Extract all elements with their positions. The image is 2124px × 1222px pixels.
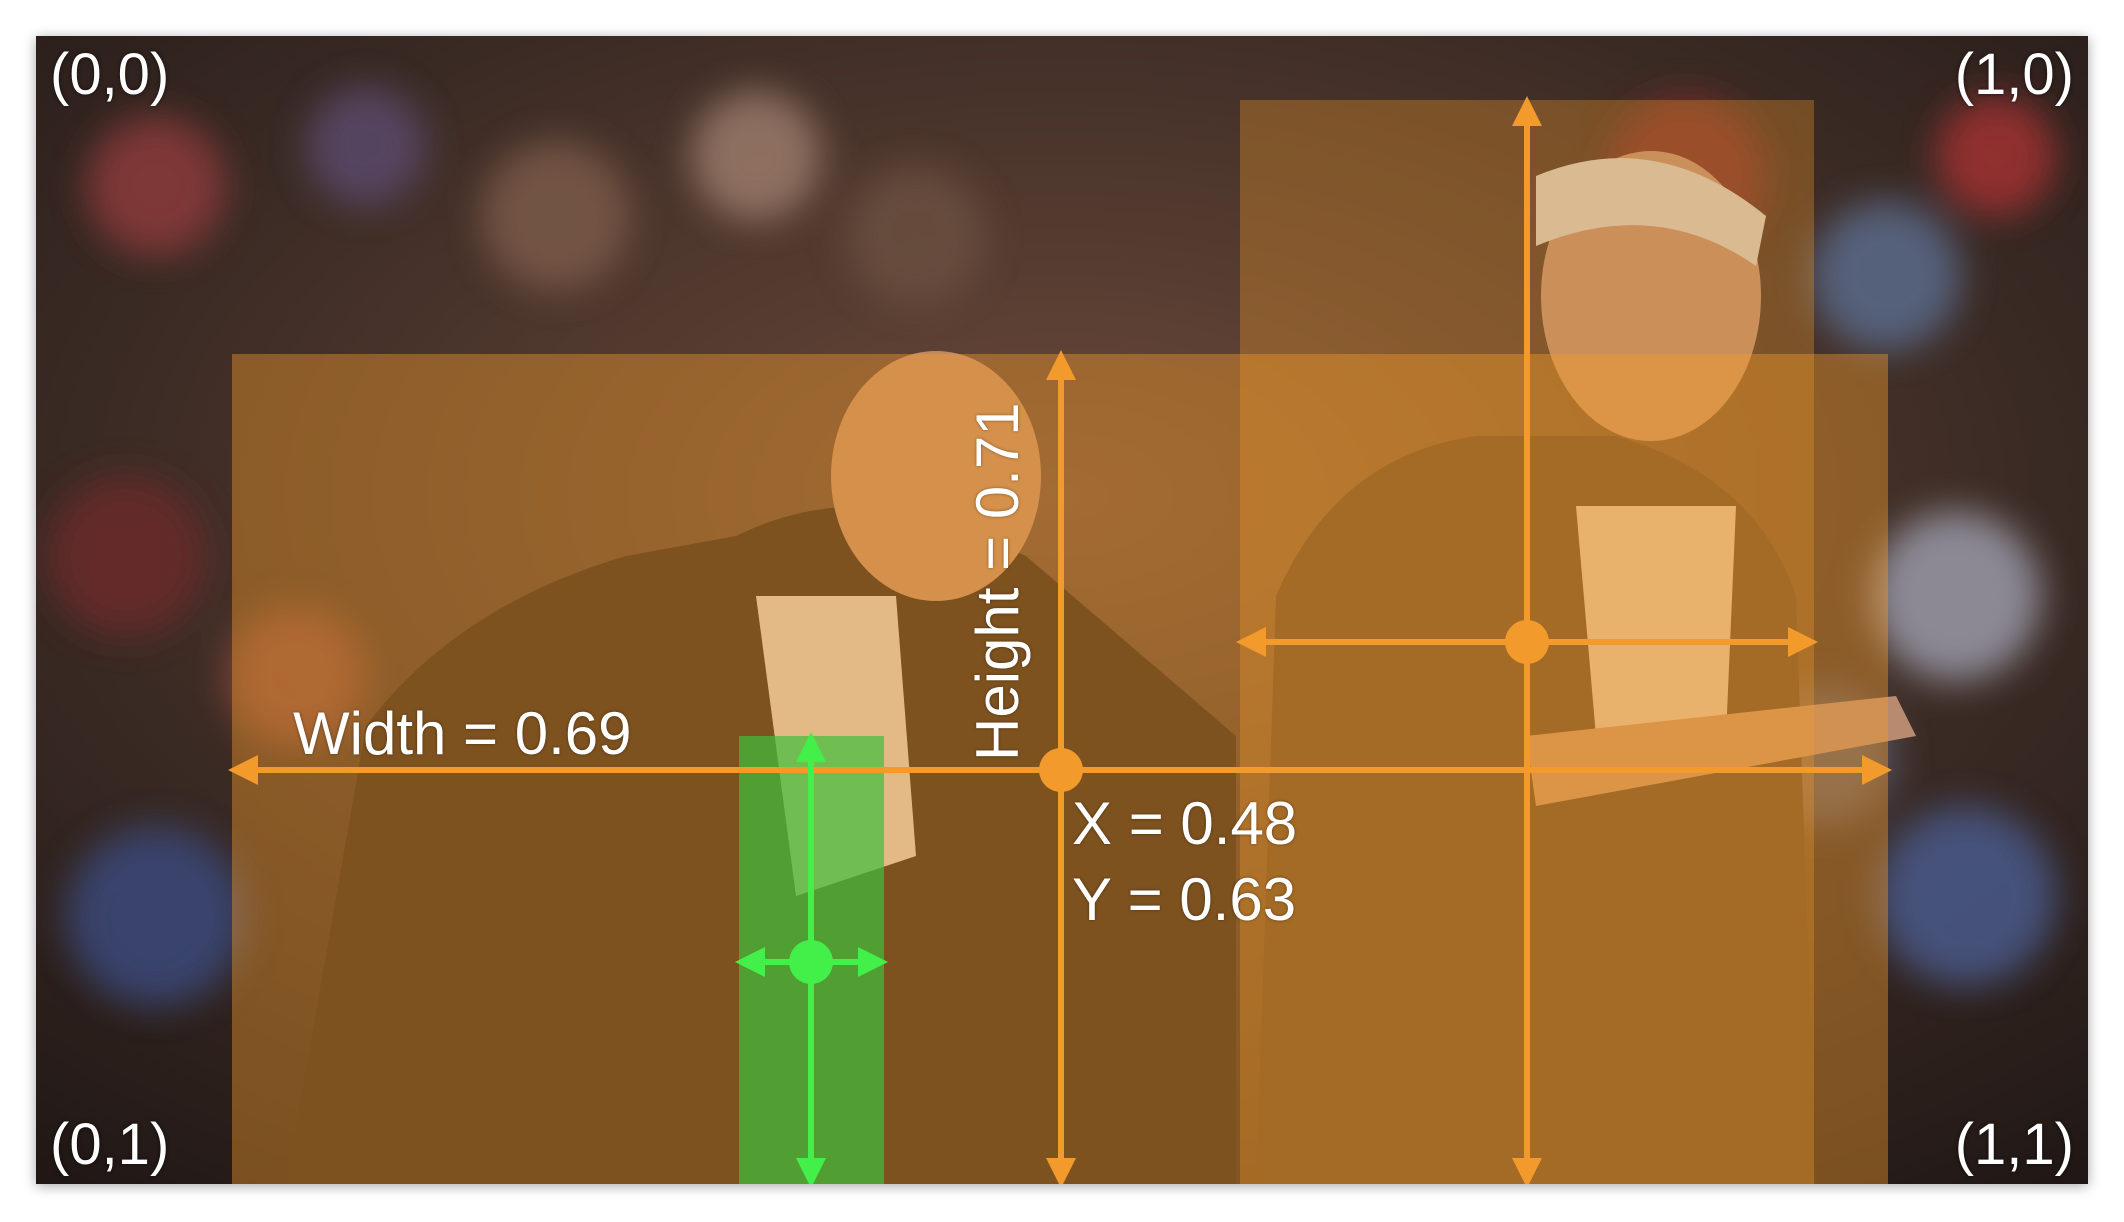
corner-label-bottom-right: (1,1): [1954, 1112, 2074, 1177]
x-label: X = 0.48: [1072, 790, 1298, 857]
width-label: Width = 0.69: [293, 700, 632, 767]
height-label: Height = 0.71: [964, 402, 1031, 761]
y-label: Y = 0.63: [1072, 866, 1297, 933]
photo-canvas: [36, 36, 2088, 1184]
corner-label-top-left: (0,0): [50, 42, 170, 107]
center-point-tie: [789, 940, 833, 984]
corner-label-bottom-left: (0,1): [50, 1112, 170, 1177]
center-point-left: [1039, 748, 1083, 792]
center-point-right: [1505, 620, 1549, 664]
annotated-photo: (0,0) (1,0) (0,1) (1,1) Width = 0.69 Hei…: [36, 36, 2088, 1184]
corner-label-top-right: (1,0): [1954, 42, 2074, 107]
